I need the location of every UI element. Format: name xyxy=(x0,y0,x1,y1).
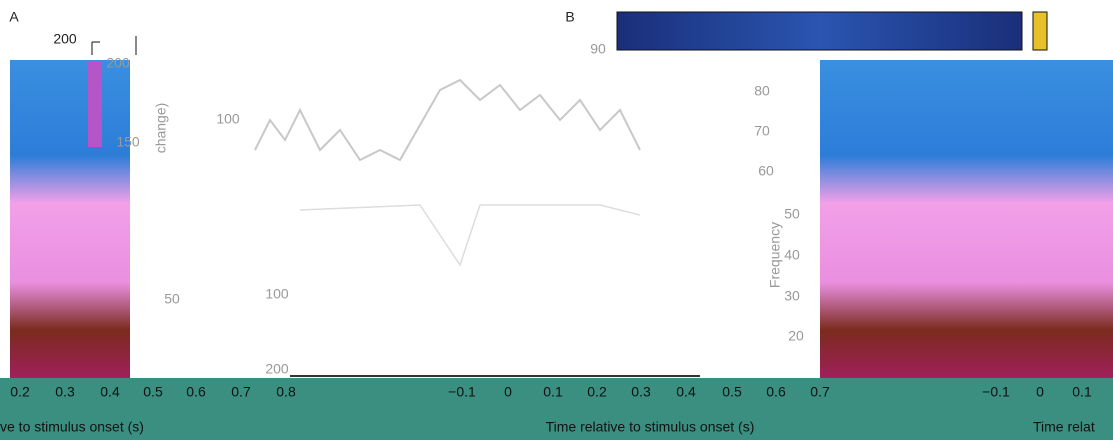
trace-lower xyxy=(300,205,640,265)
tick-label: 40 xyxy=(784,247,800,263)
x-tick-label: 0 xyxy=(504,384,512,400)
axis-label: change) xyxy=(153,103,169,154)
x-axis-label: Time relative to stimulus onset (s) xyxy=(546,419,755,435)
x-tick-label: 0.3 xyxy=(55,384,75,400)
scale-label: 200 xyxy=(53,31,77,47)
x-tick-label: 0.5 xyxy=(722,384,742,400)
x-tick-label: −0.1 xyxy=(448,384,476,400)
x-tick-label: 0.1 xyxy=(543,384,563,400)
x-tick-label: 0.6 xyxy=(766,384,786,400)
colorbar xyxy=(617,12,1022,50)
trace-bundle xyxy=(255,80,640,160)
tick-label: 100 xyxy=(265,286,289,302)
tick-label: 80 xyxy=(754,83,770,99)
heatmap-right xyxy=(820,60,1113,378)
x-tick-label: 0.4 xyxy=(100,384,120,400)
x-tick-label: 0.8 xyxy=(276,384,296,400)
panel-label: B xyxy=(565,9,574,25)
x-tick-label: 0.1 xyxy=(1072,384,1092,400)
x-tick-label: −0.1 xyxy=(982,384,1010,400)
figure: AB20020015050100100200change)90807060504… xyxy=(0,0,1113,440)
tick-label: 70 xyxy=(754,123,770,139)
tick-label: 200 xyxy=(265,361,289,377)
x-tick-label: 0.6 xyxy=(186,384,206,400)
tick-label: 50 xyxy=(164,291,180,307)
tick-label: 60 xyxy=(758,163,774,179)
x-tick-label: 0.5 xyxy=(143,384,163,400)
x-axis-label: ve to stimulus onset (s) xyxy=(0,419,144,435)
tick-label: 30 xyxy=(784,288,800,304)
x-tick-label: 0.2 xyxy=(587,384,607,400)
x-tick-label: 0.7 xyxy=(231,384,251,400)
x-tick-label: 0 xyxy=(1036,384,1044,400)
tick-label: 20 xyxy=(788,328,804,344)
tick-label: 100 xyxy=(216,111,240,127)
x-tick-label: 0.4 xyxy=(676,384,696,400)
scale-bar xyxy=(88,62,102,147)
x-tick-label: 0.7 xyxy=(810,384,830,400)
colorbar-marker xyxy=(1033,12,1047,50)
x-tick-label: 0.2 xyxy=(10,384,30,400)
mean-trace xyxy=(450,148,500,160)
tick-label: 50 xyxy=(784,206,800,222)
tick-label: 200 xyxy=(106,55,130,71)
panel-label: A xyxy=(9,9,19,25)
heatmap-left xyxy=(10,60,130,378)
axis-label: Frequency xyxy=(767,222,783,288)
x-axis-label: Time relat xyxy=(1033,419,1095,435)
tick-label: 150 xyxy=(116,134,140,150)
x-tick-label: 0.3 xyxy=(631,384,651,400)
tick-label: 90 xyxy=(590,41,606,57)
